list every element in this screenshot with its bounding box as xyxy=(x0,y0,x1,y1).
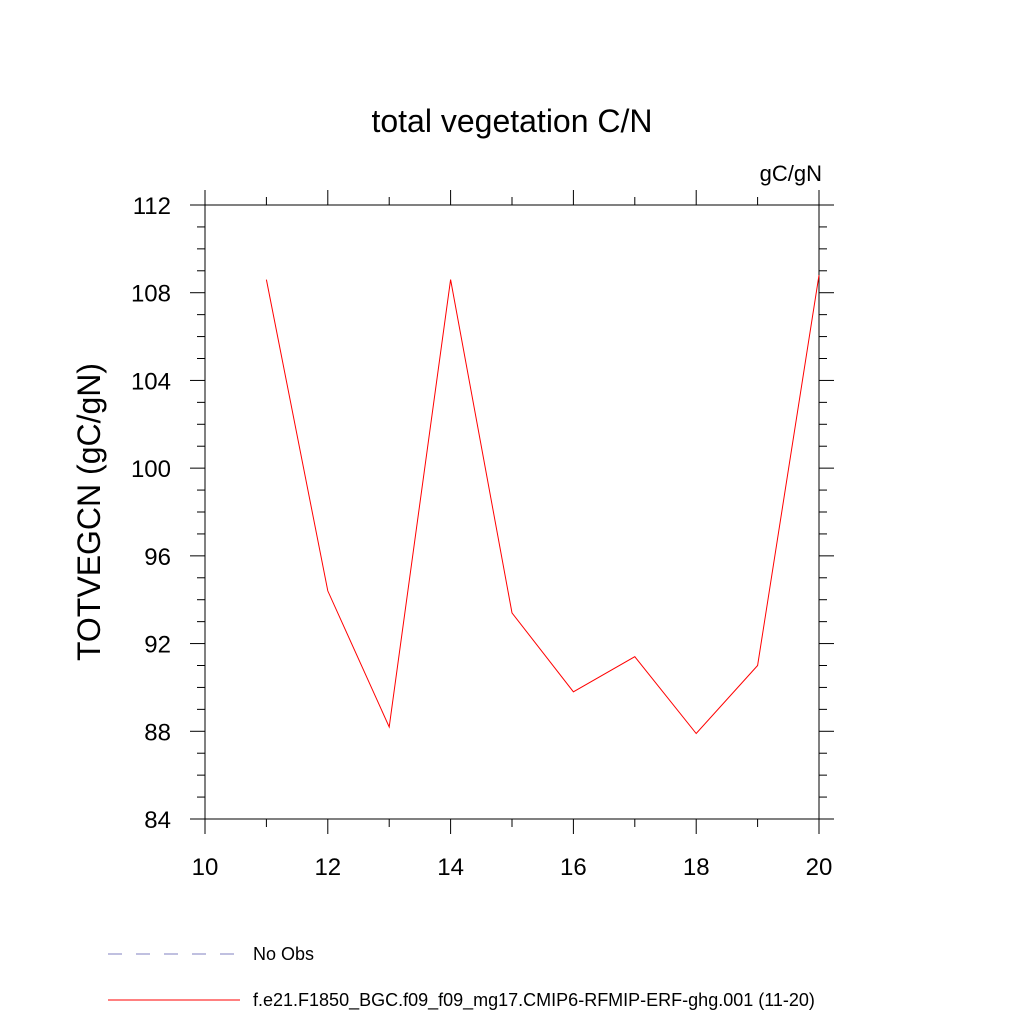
x-tick-label: 16 xyxy=(560,854,587,881)
data-point xyxy=(757,665,758,666)
minor-ticks xyxy=(197,197,827,827)
chart-title: total vegetation C/N xyxy=(371,103,652,139)
y-tick-label: 112 xyxy=(133,193,171,220)
x-tick-label: 10 xyxy=(192,854,219,881)
y-tick-label: 100 xyxy=(131,456,171,483)
data-point xyxy=(634,656,635,657)
data-point xyxy=(266,279,267,280)
y-tick-labels: 84 88 92 96 100 104 108 112 xyxy=(131,193,171,834)
x-tick-label: 18 xyxy=(683,854,710,881)
major-ticks xyxy=(190,190,834,834)
x-tick-label: 14 xyxy=(437,854,464,881)
data-point xyxy=(511,612,512,613)
x-tick-labels: 10 12 14 16 18 20 xyxy=(192,854,833,881)
series-layer xyxy=(265,275,820,735)
legend-label-model: f.e21.F1850_BGC.f09_f09_mg17.CMIP6-RFMIP… xyxy=(253,990,815,1011)
data-point xyxy=(327,590,328,591)
y-tick-label: 96 xyxy=(144,544,171,571)
data-point xyxy=(818,275,819,276)
y-axis-label: TOTVEGCN (gC/gN) xyxy=(71,363,107,661)
legend-label-no-obs: No Obs xyxy=(253,944,314,964)
y-tick-label: 88 xyxy=(144,719,171,746)
data-point xyxy=(389,726,390,727)
data-point xyxy=(696,733,697,734)
series-line xyxy=(265,275,820,735)
data-point xyxy=(573,691,574,692)
y-tick-label: 84 xyxy=(144,807,171,834)
units-label: gC/gN xyxy=(760,161,822,186)
x-tick-label: 20 xyxy=(806,854,833,881)
x-tick-label: 12 xyxy=(314,854,341,881)
y-tick-label: 108 xyxy=(131,281,171,308)
plot-frame xyxy=(204,204,820,820)
y-tick-label: 92 xyxy=(144,632,171,659)
y-tick-label: 104 xyxy=(131,368,171,395)
legend: No Obs f.e21.F1850_BGC.f09_f09_mg17.CMIP… xyxy=(108,944,815,1011)
data-point xyxy=(450,279,451,280)
